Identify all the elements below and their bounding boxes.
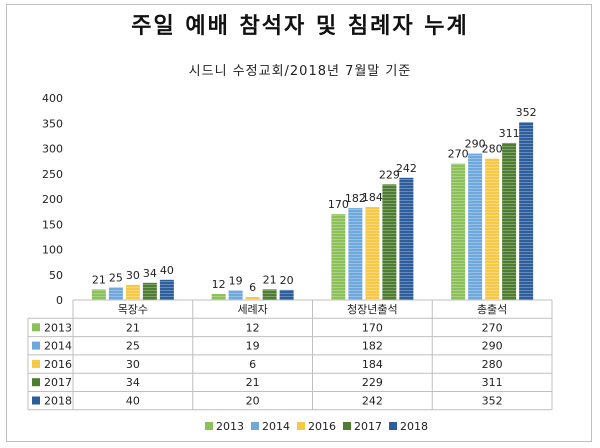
table-cell: 352	[482, 395, 503, 408]
legend-swatch	[389, 422, 397, 430]
data-label: 280	[482, 143, 503, 156]
data-label: 25	[109, 271, 123, 284]
table-cell: 182	[362, 340, 383, 353]
category-label: 총출석	[477, 303, 507, 316]
table-legend-key	[32, 341, 40, 350]
table-cell: 311	[482, 376, 503, 389]
data-label: 20	[280, 274, 294, 287]
bar	[159, 279, 174, 300]
data-label: 40	[160, 264, 174, 277]
table-cell: 170	[362, 321, 383, 334]
y-tick-label: 0	[56, 294, 63, 307]
legend-label: 2014	[262, 420, 290, 433]
legend-swatch	[251, 422, 259, 430]
bar	[468, 153, 483, 300]
y-tick-label: 150	[42, 218, 63, 231]
table-cell: 30	[126, 358, 140, 371]
bar	[211, 293, 226, 300]
bar	[365, 207, 380, 300]
bar	[91, 289, 106, 300]
y-tick-label: 350	[42, 117, 63, 130]
bar	[108, 287, 123, 300]
table-cell: 34	[126, 376, 140, 389]
data-label: 229	[379, 168, 400, 181]
category-label: 세례자	[237, 303, 267, 316]
y-tick-label: 400	[42, 92, 63, 105]
data-label: 170	[328, 198, 349, 211]
legend-swatch	[205, 422, 213, 430]
y-tick-label: 100	[42, 244, 63, 257]
legend-label: 2017	[354, 420, 382, 433]
table-cell: 21	[246, 376, 260, 389]
table-legend-key	[32, 359, 40, 368]
bar	[485, 158, 500, 300]
data-label: 270	[448, 148, 469, 161]
bar	[451, 163, 466, 300]
table-cell: 21	[126, 321, 140, 334]
legend-label: 2018	[400, 420, 428, 433]
bar	[502, 142, 517, 300]
data-label: 21	[92, 273, 106, 286]
table-cell: 242	[362, 395, 383, 408]
data-label: 30	[126, 269, 140, 282]
table-cell: 19	[246, 340, 260, 353]
bar	[142, 282, 157, 300]
bar	[399, 177, 414, 300]
category-label: 청장년출석	[347, 303, 398, 316]
data-label: 19	[229, 274, 243, 287]
table-cell: 20	[246, 395, 260, 408]
y-tick-label: 250	[42, 168, 63, 181]
table-cell: 40	[126, 395, 140, 408]
legend-label: 2016	[308, 420, 336, 433]
data-label: 290	[465, 138, 486, 151]
table-series-label: 2016	[44, 358, 72, 371]
bar	[245, 296, 260, 300]
table-cell: 12	[246, 321, 260, 334]
table-legend-key	[32, 323, 40, 332]
table-legend-key	[32, 378, 40, 387]
data-label: 12	[212, 278, 226, 291]
legend-swatch	[297, 422, 305, 430]
table-series-label: 2013	[44, 321, 72, 334]
table-series-label: 2014	[44, 340, 72, 353]
data-label: 34	[143, 267, 157, 280]
data-label: 184	[362, 191, 383, 204]
data-label: 21	[263, 273, 277, 286]
table-cell: 280	[482, 358, 503, 371]
y-tick-label: 50	[49, 269, 63, 282]
y-tick-label: 200	[42, 193, 63, 206]
table-series-label: 2018	[44, 395, 72, 408]
bar	[262, 289, 277, 300]
bar	[228, 290, 243, 300]
table-legend-key	[32, 396, 40, 405]
data-label: 311	[499, 127, 520, 140]
legend-label: 2013	[216, 420, 244, 433]
table-series-label: 2017	[44, 376, 72, 389]
bar	[382, 184, 397, 300]
bar	[125, 284, 140, 300]
chart-title: 주일 예배 참석자 및 침례자 누계	[131, 14, 469, 39]
table-cell: 290	[482, 340, 503, 353]
table-cell: 270	[482, 321, 503, 334]
y-tick-label: 300	[42, 143, 63, 156]
data-label: 242	[396, 162, 417, 175]
chart-subtitle: 시드니 수정교회/2018년 7월말 기준	[188, 64, 412, 79]
table-cell: 6	[249, 358, 256, 371]
bar	[331, 214, 346, 300]
table-cell: 229	[362, 376, 383, 389]
category-label: 목장수	[118, 303, 148, 316]
table-cell: 184	[362, 358, 383, 371]
data-label: 352	[516, 106, 537, 119]
legend-swatch	[343, 422, 351, 430]
bar	[279, 289, 294, 300]
data-label: 6	[249, 281, 256, 294]
table-cell: 25	[126, 340, 140, 353]
bar	[519, 122, 534, 301]
bar	[348, 208, 363, 300]
data-label: 182	[345, 192, 366, 205]
